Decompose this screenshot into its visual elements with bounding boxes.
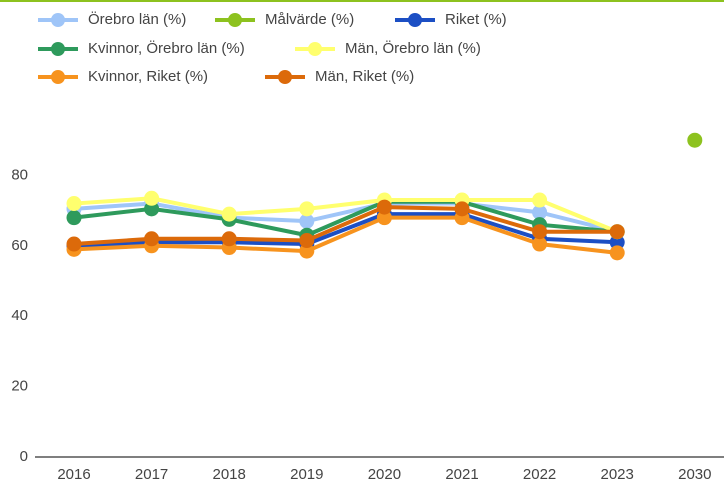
y-tick-label: 40 (11, 307, 28, 324)
x-tick-label: 2019 (290, 466, 323, 483)
series-line (73, 215, 618, 255)
point (299, 213, 315, 229)
legend-label: Kvinnor, Örebro län (%) (88, 39, 245, 57)
y-tick-label: 20 (11, 378, 28, 395)
legend-marker (278, 70, 292, 84)
legend-label: Kvinnor, Riket (%) (88, 68, 208, 85)
point (299, 243, 315, 259)
legend-label: Män, Örebro län (%) (345, 39, 481, 57)
y-tick-label: 60 (11, 237, 28, 254)
point (299, 201, 315, 217)
series-line (73, 199, 618, 238)
legend-marker (51, 42, 65, 56)
point (609, 224, 625, 240)
x-tick-label: 2020 (368, 466, 401, 483)
legend-marker (51, 70, 65, 84)
x-tick-label: 2018 (213, 466, 246, 483)
point (532, 236, 548, 252)
point (376, 199, 392, 215)
point (532, 192, 548, 208)
y-tick-label: 0 (20, 448, 28, 465)
point (66, 236, 82, 252)
legend-label: Riket (%) (445, 11, 507, 28)
legend-marker (228, 13, 242, 27)
legend-label: Män, Riket (%) (315, 68, 414, 85)
x-tick-label: 2017 (135, 466, 168, 483)
legend-label: Örebro län (%) (88, 10, 186, 28)
point (144, 231, 160, 247)
x-tick-label: 2021 (445, 466, 478, 483)
point (532, 204, 548, 220)
series-line (73, 205, 618, 247)
point (221, 231, 237, 247)
y-tick-label: 80 (11, 166, 28, 183)
series-line (73, 201, 618, 234)
point (454, 201, 470, 217)
legend-marker (51, 13, 65, 27)
point (532, 224, 548, 240)
x-tick-label: 2016 (57, 466, 90, 483)
x-tick-label: 2023 (601, 466, 634, 483)
top-border (0, 0, 724, 2)
x-tick-label: 2030 (678, 466, 711, 483)
x-tick-label: 2022 (523, 466, 556, 483)
point (609, 234, 625, 250)
point (221, 206, 237, 222)
point (144, 190, 160, 206)
point (687, 132, 703, 148)
legend-label: Målvärde (%) (265, 11, 354, 28)
legend-marker (408, 13, 422, 27)
point (144, 201, 160, 217)
legend-marker (308, 42, 322, 56)
point (609, 245, 625, 261)
point (299, 233, 315, 249)
point (376, 210, 392, 226)
point (66, 196, 82, 212)
series-line (73, 196, 618, 234)
series-line (73, 212, 618, 248)
point (66, 210, 82, 226)
